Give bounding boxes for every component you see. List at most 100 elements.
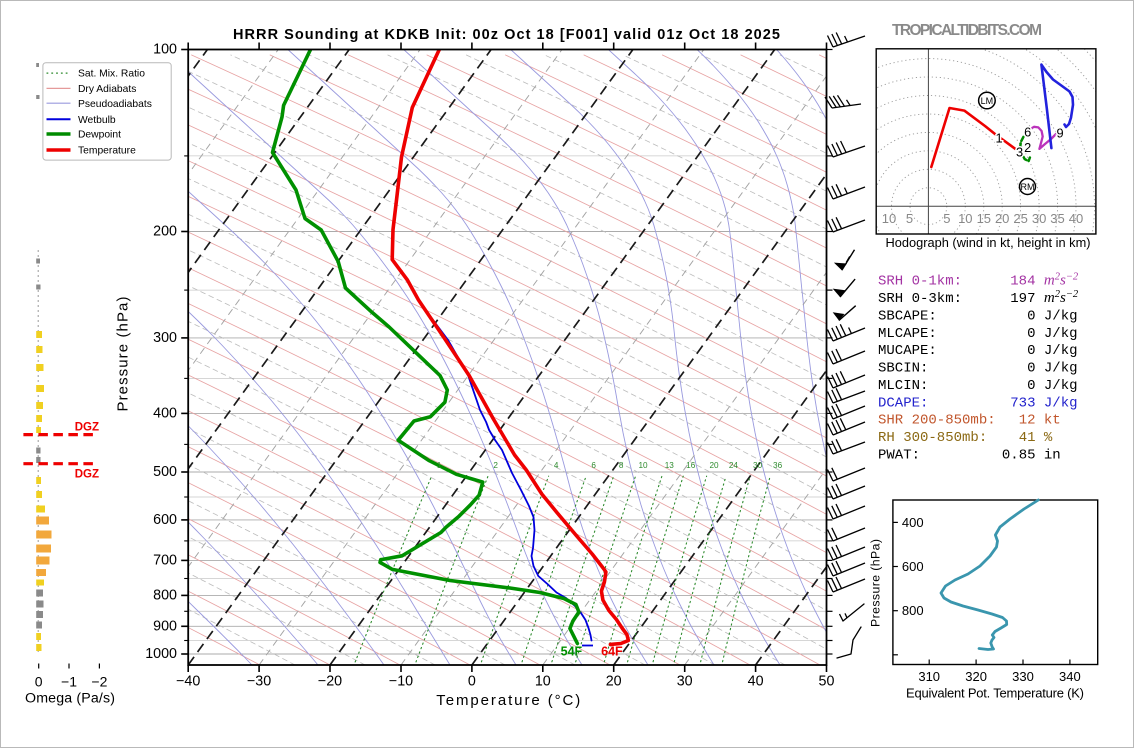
svg-text:3: 3 [1016, 145, 1023, 160]
svg-text:MLCIN:: MLCIN: [878, 378, 928, 394]
svg-text:9: 9 [1056, 126, 1063, 141]
svg-text:300: 300 [153, 330, 177, 346]
svg-text:197: 197 [1010, 291, 1035, 307]
svg-text:Dry Adiabats: Dry Adiabats [78, 84, 136, 95]
svg-text:54F: 54F [561, 645, 583, 659]
svg-text:HRRR Sounding at KDKB Init: 00: HRRR Sounding at KDKB Init: 00z Oct 18 [… [233, 27, 780, 43]
svg-text:330: 330 [1012, 669, 1034, 684]
svg-text:SRH 0-1km:: SRH 0-1km: [878, 274, 962, 290]
svg-text:−10: −10 [389, 674, 413, 690]
svg-text:PWAT:: PWAT: [878, 448, 920, 464]
svg-text:500: 500 [153, 464, 177, 480]
svg-text:2: 2 [493, 461, 498, 470]
svg-text:Hodograph (wind in kt, height: Hodograph (wind in kt, height in km) [886, 235, 1091, 250]
svg-text:0: 0 [35, 674, 43, 690]
svg-text:J/kg: J/kg [1044, 326, 1078, 342]
svg-text:MLCAPE:: MLCAPE: [878, 326, 937, 342]
svg-text:%: % [1044, 430, 1053, 446]
svg-text:SHR 200-850mb:: SHR 200-850mb: [878, 413, 996, 429]
svg-text:64F: 64F [601, 645, 623, 659]
svg-text:Temperature: Temperature [78, 146, 136, 157]
svg-text:800: 800 [902, 603, 924, 618]
svg-text:20: 20 [606, 674, 622, 690]
svg-text:340: 340 [1059, 669, 1081, 684]
svg-text:320: 320 [965, 669, 987, 684]
svg-text:35: 35 [1050, 211, 1064, 226]
svg-text:−2: −2 [91, 674, 107, 690]
svg-text:40: 40 [748, 674, 764, 690]
svg-text:Pseudoadiabats: Pseudoadiabats [78, 99, 152, 110]
svg-text:TROPICALTIDBITS.COM: TROPICALTIDBITS.COM [892, 22, 1042, 39]
svg-text:SBCAPE:: SBCAPE: [878, 309, 937, 325]
svg-text:RM: RM [1021, 182, 1035, 192]
svg-text:36: 36 [773, 461, 783, 470]
svg-text:200: 200 [153, 224, 177, 240]
svg-text:10: 10 [882, 211, 896, 226]
svg-text:Temperature (°C): Temperature (°C) [436, 692, 580, 709]
svg-text:LM: LM [981, 96, 994, 106]
svg-text:Omega (Pa/s): Omega (Pa/s) [25, 691, 115, 707]
svg-text:10: 10 [638, 461, 648, 470]
svg-text:J/kg: J/kg [1044, 309, 1078, 325]
svg-text:in: in [1044, 448, 1061, 464]
svg-text:8: 8 [619, 461, 624, 470]
svg-text:DGZ: DGZ [75, 422, 99, 434]
svg-text:0: 0 [1027, 309, 1035, 325]
svg-text:−1: −1 [61, 674, 77, 690]
svg-text:600: 600 [902, 559, 924, 574]
svg-text:0.85: 0.85 [1002, 448, 1036, 464]
svg-text:400: 400 [902, 515, 924, 530]
svg-text:15: 15 [977, 211, 991, 226]
svg-text:13: 13 [665, 461, 675, 470]
svg-text:−30: −30 [247, 674, 271, 690]
svg-text:RH 300-850mb:: RH 300-850mb: [878, 430, 987, 446]
svg-text:184: 184 [1010, 274, 1035, 290]
svg-text:25: 25 [1013, 211, 1027, 226]
svg-text:30: 30 [1032, 211, 1046, 226]
svg-text:24: 24 [729, 461, 739, 470]
svg-text:0: 0 [468, 674, 476, 690]
svg-text:1: 1 [995, 131, 1002, 146]
svg-text:4: 4 [554, 461, 559, 470]
svg-text:20: 20 [995, 211, 1009, 226]
svg-text:41: 41 [1019, 430, 1036, 446]
svg-text:SRH 0-3km:: SRH 0-3km: [878, 291, 962, 307]
svg-text:J/kg: J/kg [1044, 343, 1078, 359]
svg-text:J/kg: J/kg [1044, 395, 1078, 411]
svg-text:20: 20 [709, 461, 719, 470]
svg-text:Pressure (hPa): Pressure (hPa) [868, 539, 882, 627]
svg-text:100: 100 [153, 42, 177, 58]
svg-text:900: 900 [153, 618, 177, 634]
svg-text:1: 1 [437, 461, 442, 470]
svg-text:Pressure (hPa): Pressure (hPa) [115, 297, 132, 412]
svg-text:6: 6 [1024, 125, 1031, 140]
svg-text:50: 50 [819, 674, 835, 690]
svg-text:6: 6 [591, 461, 596, 470]
svg-text:30: 30 [677, 674, 693, 690]
svg-text:Wetbulb: Wetbulb [78, 115, 116, 126]
svg-text:−40: −40 [176, 674, 200, 690]
svg-text:J/kg: J/kg [1044, 378, 1078, 394]
svg-text:10: 10 [958, 211, 972, 226]
svg-text:Dewpoint: Dewpoint [78, 130, 121, 141]
svg-text:−20: −20 [318, 674, 342, 690]
svg-text:733: 733 [1010, 395, 1035, 411]
svg-text:5: 5 [906, 211, 913, 226]
svg-text:1000: 1000 [145, 646, 177, 662]
svg-text:DCAPE:: DCAPE: [878, 395, 928, 411]
svg-text:0: 0 [1027, 343, 1035, 359]
svg-text:40: 40 [1069, 211, 1083, 226]
svg-text:MUCAPE:: MUCAPE: [878, 343, 937, 359]
svg-text:J/kg: J/kg [1044, 361, 1078, 377]
svg-text:16: 16 [686, 461, 696, 470]
svg-text:Sat. Mix. Ratio: Sat. Mix. Ratio [78, 69, 145, 80]
svg-text:0: 0 [1027, 378, 1035, 394]
svg-text:5: 5 [943, 211, 950, 226]
svg-text:2: 2 [1024, 140, 1031, 155]
svg-text:0: 0 [1027, 326, 1035, 342]
svg-text:SBCIN:: SBCIN: [878, 361, 928, 377]
svg-text:400: 400 [153, 405, 177, 421]
svg-text:DGZ: DGZ [75, 469, 99, 481]
svg-text:800: 800 [153, 587, 177, 603]
svg-text:Equivalent Pot. Temperature (K: Equivalent Pot. Temperature (K) [906, 686, 1084, 701]
